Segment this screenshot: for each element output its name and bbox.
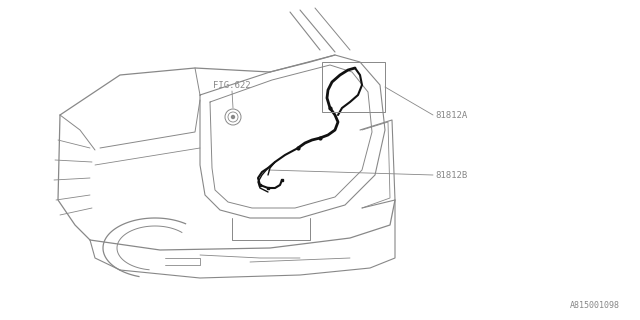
Text: A815001098: A815001098: [570, 301, 620, 310]
Bar: [322, 62, 385, 112]
Text: 81812B: 81812B: [435, 171, 467, 180]
Text: FIG.622: FIG.622: [213, 81, 251, 90]
Text: 81812A: 81812A: [435, 110, 467, 119]
Circle shape: [232, 116, 234, 118]
